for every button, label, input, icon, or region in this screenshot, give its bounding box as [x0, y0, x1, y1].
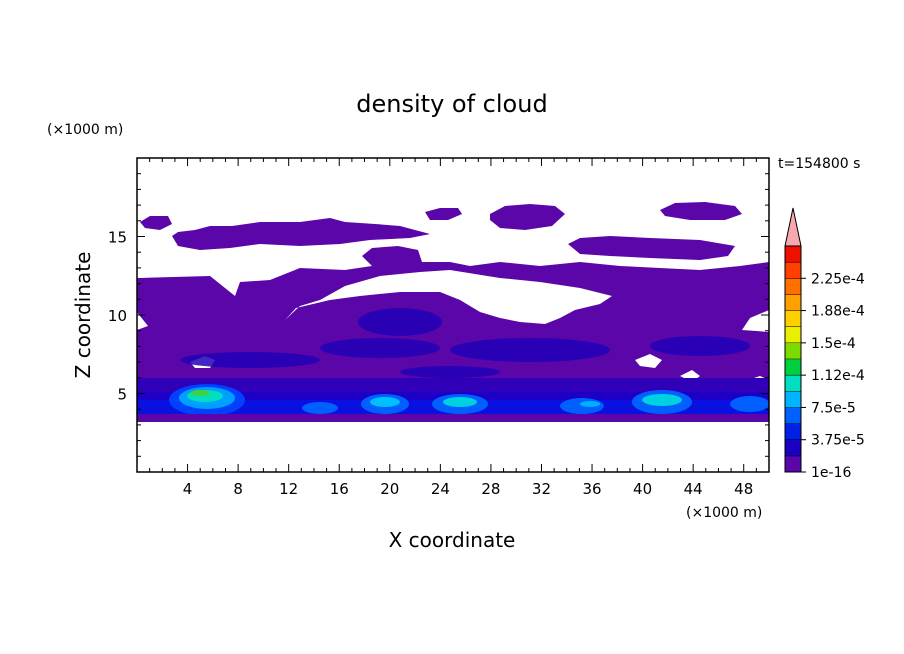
colorbar-label: 1e-16: [811, 465, 851, 481]
colorbar-label: 1.12e-4: [811, 368, 865, 384]
cloud-mid-band: [180, 308, 750, 378]
dense-core-3: [432, 394, 488, 414]
x-tick-label: 4: [183, 480, 193, 498]
cloud-upper-patch-5: [660, 202, 742, 220]
dense-core-4: [632, 390, 692, 414]
cloud-upper-patch-1: [172, 218, 430, 250]
colorbar-swatch: [785, 326, 801, 344]
cloud-gap-4: [635, 354, 662, 368]
x-tick-label: 28: [481, 480, 500, 498]
colorbar-swatch: [785, 310, 801, 328]
x-tick-label: 48: [734, 480, 753, 498]
colorbar-swatch: [785, 246, 801, 263]
colorbar-label: 1.88e-4: [811, 304, 865, 320]
dense-core-5: [302, 402, 338, 414]
colorbar-swatch: [785, 423, 801, 441]
chart-title: density of cloud: [356, 90, 547, 118]
dense-core-6: [560, 398, 604, 414]
colorbar-swatch: [785, 294, 801, 312]
x-tick-label: 24: [431, 480, 450, 498]
colorbar-label: 3.75e-5: [811, 433, 865, 449]
y-unit-label: (×1000 m): [47, 122, 123, 138]
colorbar-extend-arrow: [784, 207, 802, 247]
time-label: t=154800 s: [778, 156, 860, 172]
cloud-gap-2: [137, 268, 300, 296]
colorbar-swatch: [785, 342, 801, 360]
colorbar-label: 7.5e-5: [811, 400, 856, 416]
dense-core-1: [169, 384, 245, 416]
cloud-upper-patch-6: [568, 236, 735, 260]
y-tick-label: 5: [117, 386, 127, 404]
cloud-upper-patch-7: [362, 246, 422, 268]
x-tick-label: 32: [532, 480, 551, 498]
colorbar-swatch: [785, 391, 801, 408]
x-tick-label: 44: [684, 480, 703, 498]
cloud-upper-patch-4: [490, 204, 565, 230]
cloud-gap-1: [285, 270, 612, 324]
colorbar-label: 1.5e-4: [811, 336, 856, 352]
colorbar-swatch: [785, 375, 801, 392]
colorbar-swatch: [785, 359, 801, 376]
colorbar-label: 2.25e-4: [811, 271, 865, 287]
x-unit-label: (×1000 m): [686, 505, 762, 521]
colorbar: 1e-16 3.75e-5 7.5e-5 1.12e-4 1.5e-4 1.88e-4 2.…: [784, 207, 865, 481]
x-tick-label: 20: [380, 480, 399, 498]
cloud-base-layer: [137, 414, 769, 422]
dense-core-2: [361, 394, 409, 414]
x-tick-label: 40: [633, 480, 652, 498]
colorbar-swatch: [785, 262, 801, 279]
dense-core-7: [730, 396, 769, 412]
x-tick-label: 8: [233, 480, 243, 498]
colorbar-swatch: [785, 439, 801, 457]
colorbar-swatch: [785, 407, 801, 425]
y-tick-label: 15: [108, 229, 127, 247]
cloud-upper-patch-2: [140, 216, 172, 230]
x-tick-label: 16: [330, 480, 349, 498]
x-tick-label: 12: [279, 480, 298, 498]
y-tick-label: 10: [108, 307, 127, 325]
y-axis-label: Z coordinate: [71, 252, 95, 379]
colorbar-swatch: [785, 278, 801, 295]
colorbar-swatch: [785, 455, 801, 473]
x-tick-label: 36: [582, 480, 601, 498]
cloud-field: [137, 202, 769, 422]
x-axis-label: X coordinate: [389, 528, 516, 552]
cloud-upper-patch-3: [425, 208, 462, 220]
